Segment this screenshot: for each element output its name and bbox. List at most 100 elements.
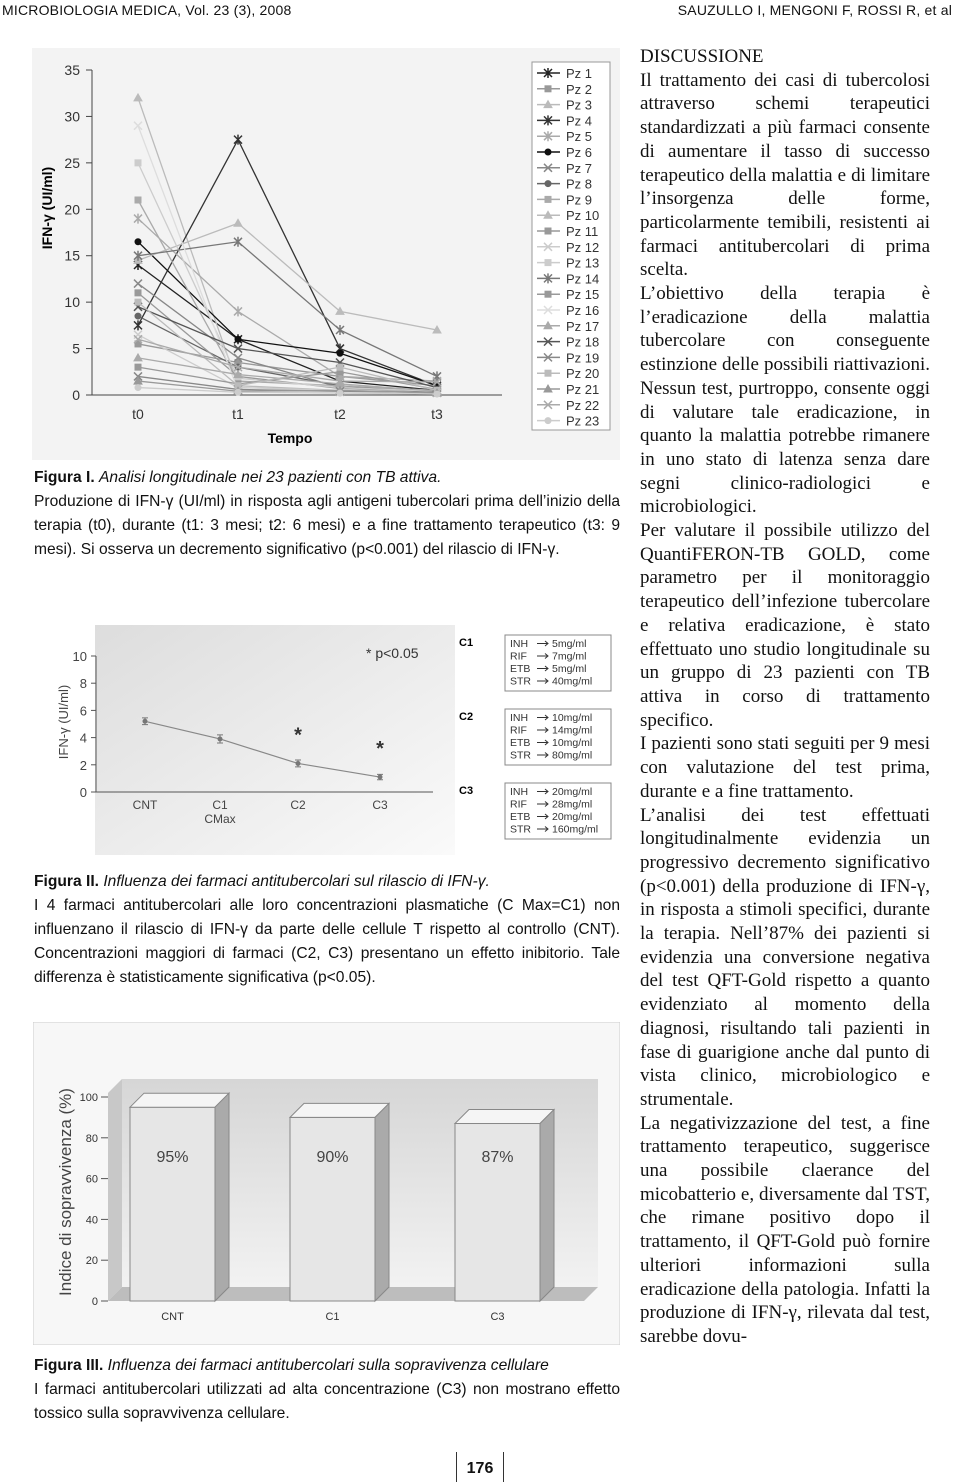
bar-side bbox=[214, 1091, 230, 1303]
y-tick-label: 35 bbox=[64, 62, 80, 78]
caption-2: Figura II. Influenza dei farmaci antitub… bbox=[34, 870, 620, 990]
legend-label: Pz 21 bbox=[566, 382, 599, 397]
point bbox=[377, 774, 383, 780]
dose: 7mg/ml bbox=[552, 651, 586, 663]
page-number: 176 bbox=[466, 1460, 494, 1477]
point bbox=[142, 718, 148, 724]
legend-label: Pz 9 bbox=[566, 192, 592, 207]
y-tick-label: 4 bbox=[80, 731, 87, 746]
x-tick-label: CNT bbox=[133, 798, 158, 812]
marker bbox=[133, 121, 143, 131]
caption-title: Influenza dei farmaci antitubercolari su… bbox=[103, 873, 490, 890]
bar-top bbox=[453, 1109, 556, 1125]
caption-text: I 4 farmaci antitubercolari alle loro co… bbox=[34, 897, 620, 986]
y-tick-label: 10 bbox=[64, 294, 80, 310]
y-tick-label: 10 bbox=[73, 649, 87, 664]
series-line bbox=[137, 386, 438, 395]
marker bbox=[133, 279, 143, 289]
x-tick-label: C2 bbox=[290, 798, 306, 812]
x-tick-label: C1 bbox=[325, 1311, 339, 1323]
marker bbox=[133, 320, 143, 331]
y-tick-label: 30 bbox=[64, 108, 80, 124]
legend-label: Pz 17 bbox=[566, 319, 599, 334]
marker bbox=[233, 134, 243, 145]
marker bbox=[233, 362, 243, 372]
marker bbox=[234, 335, 242, 343]
y-tick-label: 8 bbox=[80, 676, 87, 691]
caption-text: Produzione di IFN-γ (UI/ml) in risposta … bbox=[34, 493, 620, 558]
drug: RIF bbox=[510, 799, 527, 811]
legend-label: Pz 1 bbox=[566, 66, 592, 81]
marker bbox=[544, 180, 552, 188]
marker bbox=[543, 131, 553, 142]
note: * p<0.05 bbox=[366, 645, 419, 661]
marker bbox=[133, 250, 143, 261]
y-tick-label: 0 bbox=[92, 1296, 98, 1308]
caption-text: I farmaci antitubercolari utilizzati ad … bbox=[34, 1381, 620, 1422]
dose: 14mg/ml bbox=[552, 725, 592, 737]
heading: DISCUSSIONE bbox=[640, 46, 764, 67]
bar-top bbox=[128, 1092, 231, 1108]
x-tick-sublabel: CMax bbox=[204, 812, 235, 826]
side-wall bbox=[108, 1079, 122, 1301]
marker bbox=[336, 349, 344, 357]
paragraph: L’analisi dei test effettuati longitudin… bbox=[640, 804, 930, 1110]
arrow bbox=[537, 665, 549, 672]
group-label: C2 bbox=[459, 711, 473, 723]
value-label: 95% bbox=[156, 1149, 188, 1166]
point bbox=[295, 760, 301, 766]
arrow bbox=[537, 678, 549, 684]
group-box bbox=[504, 782, 612, 840]
drug: INH bbox=[510, 712, 528, 724]
legend-label: Pz 8 bbox=[566, 177, 592, 192]
marker bbox=[543, 115, 553, 126]
y-tick-label: 25 bbox=[64, 155, 80, 171]
legend-label: Pz 20 bbox=[566, 366, 599, 381]
dose: 20mg/ml bbox=[552, 811, 592, 823]
caption-label: Figura II. bbox=[34, 873, 99, 890]
marker bbox=[432, 377, 442, 387]
marker bbox=[134, 298, 142, 306]
point bbox=[217, 736, 223, 742]
significance: * bbox=[376, 738, 384, 760]
discussion: DISCUSSIONE Il trattamento dei casi di t… bbox=[640, 45, 930, 1349]
dose: 40mg/ml bbox=[552, 676, 592, 688]
y-tick-label: 6 bbox=[80, 703, 87, 718]
x-tick-label: CNT bbox=[161, 1311, 184, 1323]
x-tick-label: t1 bbox=[232, 406, 244, 422]
caption-1: Figura I. Analisi longitudinale nei 23 p… bbox=[34, 466, 620, 562]
series-line bbox=[137, 301, 438, 391]
legend-label: Pz 12 bbox=[566, 240, 599, 255]
series-line bbox=[137, 338, 438, 383]
marker bbox=[233, 344, 243, 354]
dose: 160mg/ml bbox=[552, 824, 598, 836]
y-axis-label: Indice di sopravvivenza (%) bbox=[56, 1088, 75, 1296]
legend-label: Pz 13 bbox=[566, 256, 599, 271]
bar bbox=[129, 1106, 216, 1302]
bar-side bbox=[539, 1108, 555, 1303]
caption-title: Influenza dei farmaci antitubercolari su… bbox=[107, 1357, 549, 1374]
paragraph: La negativizzazione del test, a fine tra… bbox=[640, 1112, 930, 1347]
group-box bbox=[504, 634, 612, 692]
bar bbox=[454, 1123, 541, 1302]
dose: 80mg/ml bbox=[552, 750, 592, 762]
marker bbox=[233, 218, 243, 227]
legend-label: Pz 16 bbox=[566, 303, 599, 318]
caption-title: Analisi longitudinale nei 23 pazienti co… bbox=[99, 469, 442, 486]
caption-3: Figura III. Influenza dei farmaci antitu… bbox=[34, 1354, 620, 1426]
legend-label: Pz 18 bbox=[566, 335, 599, 350]
marker bbox=[543, 273, 553, 284]
arrow bbox=[537, 752, 549, 758]
marker bbox=[543, 68, 553, 78]
paragraph: I pazienti sono stati seguiti per 9 mesi… bbox=[640, 733, 930, 802]
marker bbox=[544, 417, 552, 425]
group-label: C3 bbox=[459, 785, 473, 797]
group-box bbox=[504, 708, 612, 766]
y-tick-label: 20 bbox=[86, 1255, 98, 1267]
marker bbox=[543, 210, 553, 219]
drug: ETB bbox=[510, 737, 530, 749]
group-label: C1 bbox=[459, 637, 473, 649]
x-tick-label: C1 bbox=[212, 798, 228, 812]
marker bbox=[133, 352, 143, 362]
series-line bbox=[137, 162, 438, 392]
